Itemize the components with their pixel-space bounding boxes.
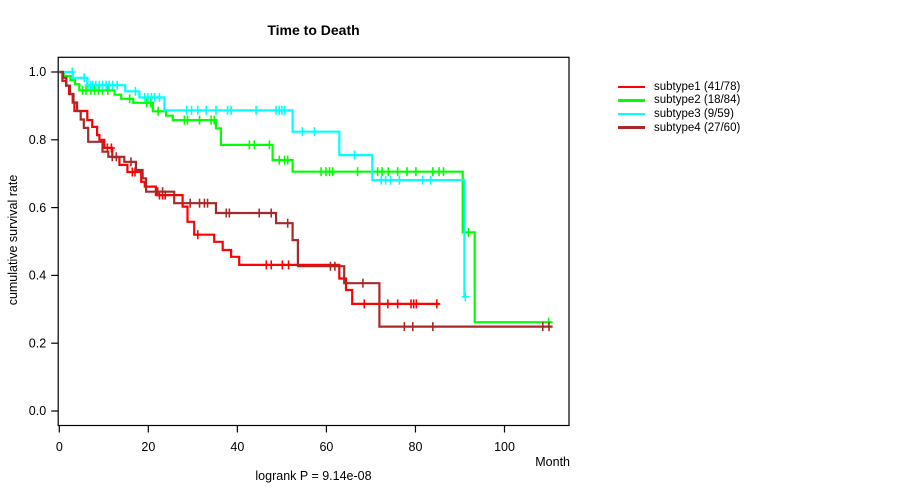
- chart-title: Time to Death: [267, 22, 360, 38]
- legend-item-subtype3: subtype3 (9/59): [618, 107, 740, 121]
- svg-text:40: 40: [230, 440, 244, 454]
- svg-text:80: 80: [409, 440, 423, 454]
- svg-text:0.2: 0.2: [29, 336, 46, 350]
- legend-item-subtype2: subtype2 (18/84): [618, 94, 740, 108]
- legend-line-subtype4: [618, 126, 645, 129]
- legend-item-subtype4: subtype4 (27/60): [618, 121, 740, 135]
- legend-line-subtype2: [618, 99, 645, 102]
- legend-label-subtype3: subtype3 (9/59): [654, 107, 734, 120]
- logrank-p-value: logrank P = 9.14e-08: [255, 469, 372, 483]
- x-axis-label: Month: [535, 455, 570, 469]
- legend-line-subtype1: [618, 85, 645, 89]
- svg-text:0.8: 0.8: [29, 133, 46, 147]
- legend-item-subtype1: subtype1 (41/78): [618, 80, 740, 94]
- legend-label-subtype1: subtype1 (41/78): [654, 80, 741, 93]
- legend-label-subtype2: subtype2 (18/84): [654, 94, 741, 107]
- svg-text:60: 60: [319, 440, 333, 454]
- svg-text:0.0: 0.0: [29, 404, 46, 418]
- legend: subtype1 (41/78) subtype2 (18/84) subtyp…: [618, 80, 740, 134]
- svg-text:0.6: 0.6: [29, 201, 46, 215]
- legend-line-subtype3: [618, 112, 645, 116]
- legend-label-subtype4: subtype4 (27/60): [654, 121, 741, 134]
- svg-text:0: 0: [56, 440, 63, 454]
- svg-text:0.4: 0.4: [29, 269, 46, 283]
- svg-text:20: 20: [141, 440, 155, 454]
- svg-text:1.0: 1.0: [29, 65, 46, 79]
- svg-text:100: 100: [494, 440, 515, 454]
